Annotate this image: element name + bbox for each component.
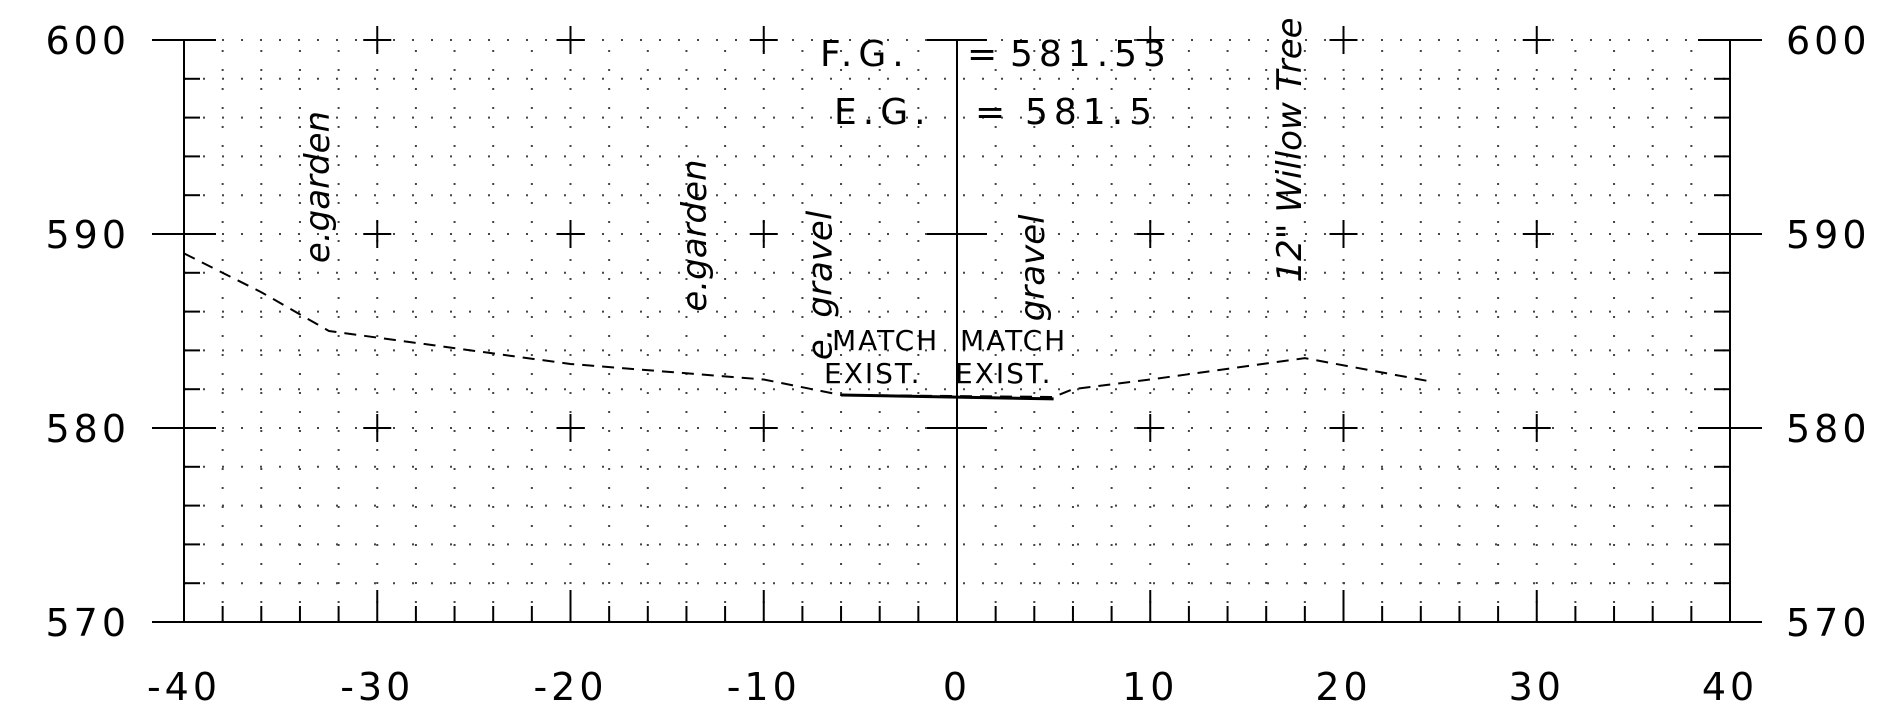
- note-label: gravel: [1013, 214, 1053, 321]
- exist-label-left: EXIST.: [824, 357, 922, 390]
- y-tick-label-left: 580: [45, 407, 130, 451]
- note-label: e.garden: [298, 111, 338, 263]
- y-tick-label-left: 570: [45, 601, 130, 645]
- finished-grade-line: [841, 393, 1054, 401]
- fg-value: 581.53: [1010, 34, 1172, 75]
- x-tick-label: 10: [1122, 665, 1178, 709]
- y-tick-label-right: 600: [1786, 19, 1871, 63]
- eg-equals: =: [975, 92, 1011, 133]
- x-tick-label: 0: [943, 665, 971, 709]
- x-tick-label: -40: [147, 665, 221, 709]
- x-tick-label: 40: [1702, 665, 1758, 709]
- note-label: e. gravel: [800, 210, 840, 360]
- y-tick-label-right: 570: [1786, 601, 1871, 645]
- x-tick-label: -10: [727, 665, 801, 709]
- y-tick-label-left: 600: [45, 19, 130, 63]
- x-tick-label: 30: [1509, 665, 1565, 709]
- y-tick-label-left: 590: [45, 213, 130, 257]
- fg-label: F.G.: [820, 34, 910, 75]
- fg-equals: =: [967, 34, 1003, 75]
- match-label-right: MATCH: [960, 324, 1067, 357]
- note-label: 12" Willow Tree: [1270, 17, 1310, 282]
- profile-lines: [183, 252, 1431, 401]
- axis-labels: -40 -30 -20 -10 0 10 20 30 40 570 570 580 580 590 590 6…: [45, 19, 1871, 709]
- y-tick-label-right: 590: [1786, 213, 1871, 257]
- eg-value: 581.5: [1025, 92, 1158, 133]
- exist-label-right: EXIST.: [955, 357, 1053, 390]
- plot-axes: [152, 39, 1762, 623]
- y-tick-label-right: 580: [1786, 407, 1871, 451]
- annotation-notes: e.garden e.garden e. gravel gravel 12" Willo…: [298, 17, 1310, 360]
- x-tick-label: 20: [1315, 665, 1371, 709]
- x-tick-label: -30: [340, 665, 414, 709]
- x-tick-label: -20: [533, 665, 607, 709]
- match-label-left: MATCH: [832, 324, 939, 357]
- eg-label: E.G.: [834, 92, 932, 133]
- grid-plus-markers: [363, 26, 1551, 442]
- note-label: e.garden: [675, 159, 715, 311]
